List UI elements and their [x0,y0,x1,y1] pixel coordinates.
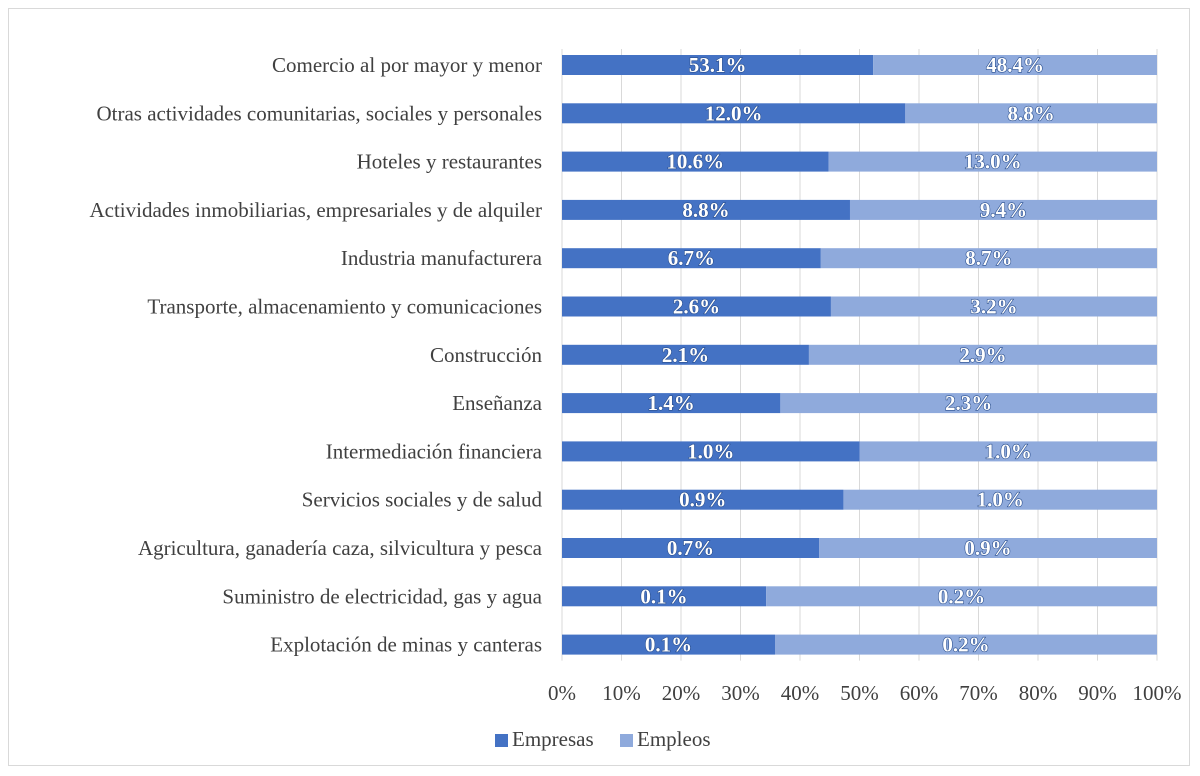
category-label: Intermediación financiera [326,439,543,463]
x-tick-label: 10% [602,681,641,705]
data-label-empleos: 9.4% [980,198,1027,222]
bar-empresas [562,393,781,414]
bar-empresas [562,634,776,655]
category-label: Servicios sociales y de salud [302,488,543,512]
data-label-empleos: 1.0% [985,439,1032,463]
x-tick-label: 90% [1078,681,1117,705]
bar-empresas [562,586,767,607]
data-label-empresas: 2.6% [673,295,720,319]
x-tick-label: 40% [781,681,820,705]
data-label-empresas: 0.1% [640,584,687,608]
x-tick-label: 20% [662,681,701,705]
data-label-empresas: 8.8% [682,198,729,222]
category-label: Otras actividades comunitarias, sociales… [96,101,542,125]
bar-empleos [859,441,1157,462]
category-label: Transporte, almacenamiento y comunicacio… [147,295,542,319]
bar-empresas [562,248,821,269]
x-axis-ticks: 0% 10% 20% 30% 40% 50% 60% 70% 80% 90% 100% [548,681,1182,705]
data-label-empresas: 2.1% [662,343,709,367]
data-label-empresas: 12.0% [705,101,763,125]
data-label-empresas: 0.7% [667,536,714,560]
data-label-empleos: 1.0% [977,488,1024,512]
data-label-empresas: 6.7% [668,246,715,270]
data-label-empleos: 0.2% [938,584,985,608]
bar-empresas [562,55,874,75]
bar-empleos [830,296,1157,317]
legend: Empresas Empleos [495,727,711,751]
category-labels: Comercio al por mayor y menor Otras activ… [89,53,542,657]
data-label-empresas: 0.9% [679,488,726,512]
x-tick-label: 80% [1019,681,1058,705]
category-label: Explotación de minas y canteras [270,633,542,657]
data-label-empleos: 8.8% [1008,101,1055,125]
bar-empleos [775,634,1157,655]
data-label-empresas: 10.6% [666,150,724,174]
bar-empresas [562,441,860,462]
x-tick-label: 30% [721,681,760,705]
data-label-empleos: 0.2% [942,633,989,657]
category-label: Actividades inmobiliarias, empresariales… [89,198,542,222]
bar-empresas [562,296,831,317]
category-label: Agricultura, ganadería caza, silvicultur… [138,536,543,560]
bar-empresas [562,538,820,558]
legend-swatch-empresas [495,734,508,747]
data-label-empresas: 1.0% [687,439,734,463]
bar-empleos [766,586,1157,607]
bar-empleos [780,393,1157,414]
legend-swatch-empleos [620,734,633,747]
bar-empleos [873,55,1157,75]
bar-empleos [819,538,1157,558]
legend-label-empleos: Empleos [637,727,711,751]
bar-empresas [562,344,809,365]
data-label-empleos: 2.9% [959,343,1006,367]
bar-empresas [562,489,844,510]
data-label-empleos: 48.4% [986,53,1044,77]
data-label-empresas: 1.4% [648,391,695,415]
category-label: Suministro de electricidad, gas y agua [222,584,542,608]
x-tick-label: 70% [959,681,998,705]
bar-empleos [905,103,1157,124]
bar-empresas [562,103,906,124]
data-label-empleos: 2.3% [945,391,992,415]
x-tick-label: 100% [1133,681,1182,705]
bar-empresas [562,199,850,220]
bar-empleos [808,344,1157,365]
category-label: Construcción [430,343,542,367]
x-tick-label: 50% [840,681,879,705]
data-label-empleos: 3.2% [970,295,1017,319]
data-label-empleos: 13.0% [964,150,1022,174]
category-label: Hoteles y restaurantes [357,150,542,174]
x-tick-label: 60% [900,681,939,705]
data-label-empresas: 0.1% [645,633,692,657]
category-label: Comercio al por mayor y menor [272,53,542,77]
data-label-empresas: 53.1% [689,53,747,77]
data-label-empleos: 8.7% [965,246,1012,270]
category-label: Industria manufacturera [341,246,543,270]
legend-label-empresas: Empresas [512,727,594,751]
bar-empleos [820,248,1157,269]
data-label-empleos: 0.9% [964,536,1011,560]
bars: 53.1% 48.4% 12.0% 8.8% 10.6% 13.0% 8.8% 9.4% 6.7… [562,52,1157,657]
x-tick-label: 0% [548,681,576,705]
category-label: Enseñanza [452,391,542,415]
bar-empleos [843,489,1157,510]
bar-empleos [849,199,1157,220]
bar-empleos [828,151,1157,172]
bar-empresas [562,151,829,172]
